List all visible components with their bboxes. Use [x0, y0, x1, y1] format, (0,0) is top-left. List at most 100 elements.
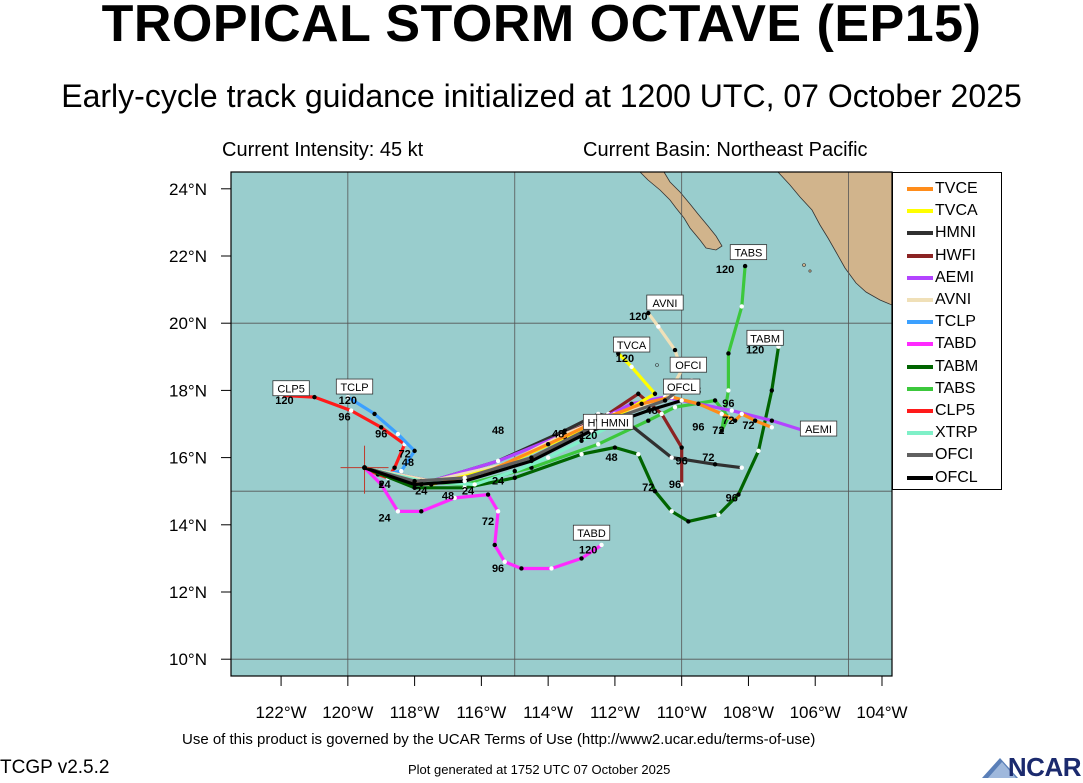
- track-point: [529, 465, 534, 470]
- lat-tick-label: 24°N: [169, 180, 207, 199]
- track-point: [579, 452, 584, 457]
- lon-tick-label: 120°W: [322, 703, 373, 722]
- legend-item-tabd: TABD: [907, 333, 976, 355]
- legend-swatch: [907, 187, 933, 191]
- ncar-logo: NCAR: [980, 748, 1083, 782]
- version-label: TCGP v2.5.2: [0, 757, 110, 778]
- forecast-hour-label: 72: [398, 449, 410, 461]
- model-label-tabm: TABM: [750, 333, 780, 345]
- lat-tick-label: 10°N: [169, 650, 207, 669]
- model-label-ofci: OFCI: [675, 360, 701, 372]
- track-point: [739, 304, 744, 309]
- track-point: [756, 448, 761, 454]
- legend-label: TABM: [935, 357, 979, 375]
- legend-item-tvce: TVCE: [907, 178, 978, 200]
- track-point: [412, 485, 417, 491]
- island: [808, 269, 812, 273]
- track-point: [769, 425, 775, 430]
- track-point: [719, 411, 724, 417]
- forecast-hour-label: 48: [605, 452, 617, 464]
- track-point: [612, 445, 618, 450]
- page-title: TROPICAL STORM OCTAVE (EP15): [101, 0, 982, 53]
- forecast-hour-label: 96: [669, 479, 681, 491]
- lon-tick-label: 116°W: [456, 703, 506, 722]
- legend-label: TABD: [935, 335, 977, 353]
- forecast-hour-label: 96: [676, 455, 688, 467]
- legend-label: TVCE: [935, 180, 978, 197]
- legend-label: TABS: [935, 379, 976, 397]
- track-point: [679, 445, 684, 450]
- forecast-hour-label: 96: [722, 398, 734, 410]
- forecast-hour-label: 72: [642, 482, 654, 494]
- track-point: [495, 458, 501, 464]
- track-point: [669, 509, 674, 514]
- forecast-hour-label: 72: [722, 415, 734, 427]
- track-point: [579, 438, 584, 443]
- model-label-box: [613, 336, 651, 353]
- track-point: [726, 388, 731, 393]
- track-point: [312, 394, 317, 400]
- track-point: [732, 418, 738, 423]
- terms-of-use: Use of this product is governed by the U…: [182, 731, 816, 748]
- model-label-ofcl: OFCL: [667, 382, 696, 394]
- legend-item-hwfi: HWFI: [907, 245, 976, 267]
- track-point: [549, 566, 554, 571]
- track-point: [716, 512, 721, 517]
- legend-item-ofcl: OFCL: [907, 467, 978, 489]
- model-label-hmni: HMNI: [601, 417, 629, 429]
- track-point: [652, 391, 658, 396]
- lon-tick-label: 106°W: [790, 703, 841, 722]
- legend-label: TCLP: [935, 313, 976, 331]
- track-point: [672, 347, 678, 353]
- track-point: [412, 478, 417, 484]
- legend-label: AEMI: [935, 268, 975, 286]
- legend-item-aemi: AEMI: [907, 267, 974, 289]
- track-point: [345, 394, 351, 400]
- track-point: [392, 465, 397, 470]
- legend-swatch: [907, 209, 933, 214]
- model-label-tabs: TABS: [734, 248, 762, 260]
- lat-tick-label: 20°N: [169, 314, 207, 333]
- forecast-hour-label: 72: [712, 425, 724, 437]
- forecast-hour-label: 120: [716, 264, 734, 276]
- storm-position: [340, 445, 389, 494]
- legend-item-tabs: TABS: [907, 378, 976, 400]
- legend-swatch: [907, 364, 933, 369]
- forecast-hour-label: 48: [552, 428, 564, 440]
- track-point: [502, 559, 507, 564]
- lon-tick-label: 108°W: [723, 703, 774, 722]
- legend-label: HWFI: [935, 246, 976, 264]
- lon-tick-label: 118°W: [390, 703, 440, 722]
- track-point: [639, 401, 644, 407]
- track-point: [636, 452, 641, 457]
- track-point: [659, 411, 664, 417]
- track-point: [739, 411, 744, 417]
- legend-swatch: [907, 253, 933, 258]
- forecast-hour-label: 120: [579, 544, 597, 556]
- track-point: [629, 364, 634, 370]
- gridlines: [231, 172, 892, 676]
- track-point: [739, 465, 744, 470]
- forecast-hour-label: 120: [275, 395, 293, 407]
- legend-label: HMNI: [935, 224, 976, 242]
- model-label-avni: AVNI: [653, 298, 678, 310]
- legend-item-xtrp: XTRP: [907, 422, 978, 444]
- legend-label: XTRP: [935, 424, 978, 442]
- legend-swatch: [907, 320, 933, 325]
- track-point: [472, 482, 477, 487]
- track-point: [485, 492, 491, 497]
- lon-tick-label: 122°W: [255, 703, 306, 722]
- mexico-land: [777, 172, 892, 306]
- model-label-box: [646, 294, 684, 311]
- track-point: [669, 455, 674, 460]
- track-point: [679, 482, 684, 487]
- forecast-hour-label: 72: [482, 516, 494, 528]
- track-point: [652, 489, 658, 494]
- legend-item-tabm: TABM: [907, 356, 978, 378]
- track-point: [646, 408, 651, 413]
- legend-item-tclp: TCLP: [907, 311, 976, 333]
- island: [655, 363, 659, 367]
- legend-label: TVCA: [935, 202, 978, 220]
- track-point: [529, 458, 534, 464]
